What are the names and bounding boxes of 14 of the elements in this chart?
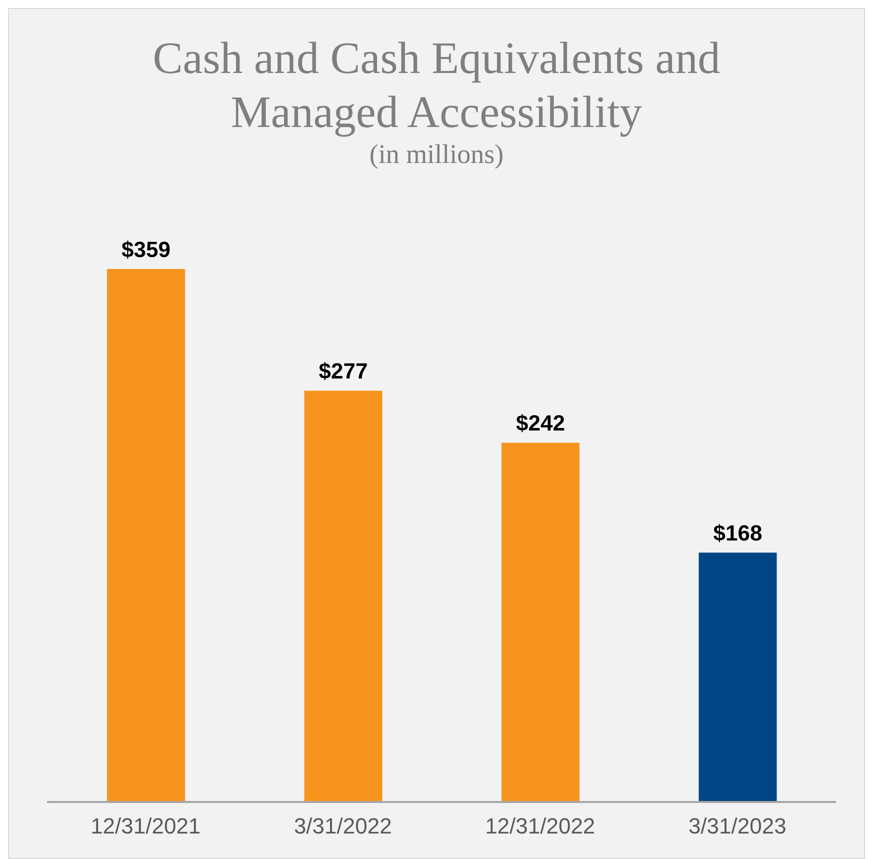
bar <box>502 442 580 802</box>
x-tick-label: 3/31/2022 <box>294 814 392 839</box>
bar <box>698 552 777 802</box>
bar <box>107 269 185 802</box>
x-tick-label: 12/31/2021 <box>90 814 201 839</box>
data-label: $277 <box>318 358 368 384</box>
x-tick-label: 12/31/2022 <box>485 814 596 839</box>
data-label: $168 <box>713 520 762 546</box>
chart-subtitle: (in millions) <box>368 139 505 169</box>
x-tick-label: 3/31/2023 <box>688 814 786 839</box>
data-label: $359 <box>122 237 170 262</box>
chart-title: Cash and Cash Equivalents and Managed Accessibility <box>152 32 722 139</box>
data-label: $242 <box>516 410 565 436</box>
bar <box>304 390 382 802</box>
